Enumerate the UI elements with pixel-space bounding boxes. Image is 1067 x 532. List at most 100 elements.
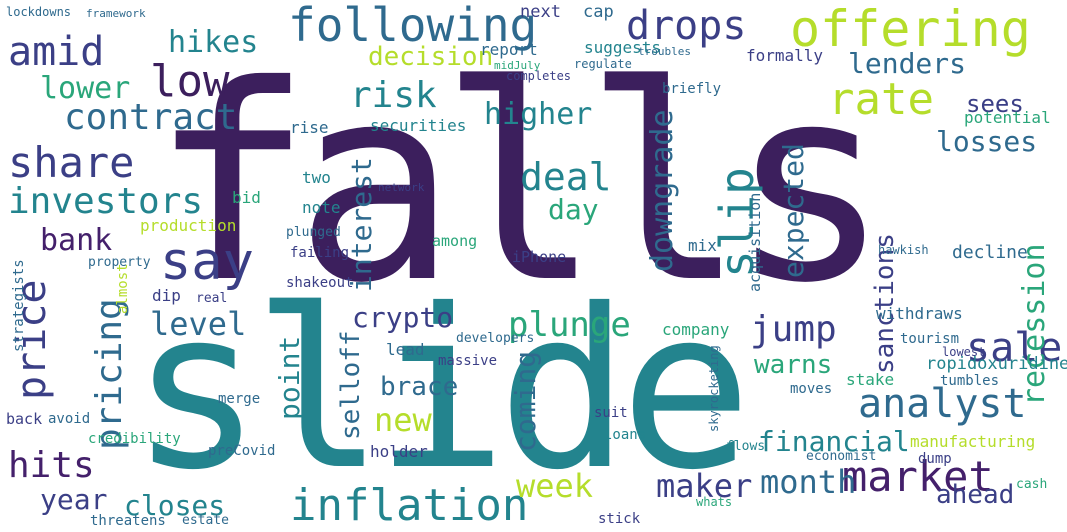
word-estate: estate bbox=[182, 513, 229, 528]
word-rate: rate bbox=[828, 74, 934, 125]
word-property: property bbox=[88, 255, 151, 270]
word-dip: dip bbox=[152, 286, 181, 305]
word-higher: higher bbox=[484, 97, 593, 132]
word-coming: coming bbox=[509, 350, 542, 452]
word-mix: mix bbox=[688, 236, 717, 255]
word-crypto: crypto bbox=[352, 301, 454, 334]
word-recession: recession bbox=[1017, 243, 1052, 406]
word-bank: bank bbox=[40, 223, 113, 258]
word-deal: deal bbox=[520, 155, 612, 199]
word-cash: cash bbox=[1016, 477, 1048, 492]
word-precovid: preCovid bbox=[208, 443, 276, 459]
word-tumbles: tumbles bbox=[940, 373, 1000, 389]
word-inflation: inflation bbox=[290, 480, 529, 531]
word-drops: drops bbox=[626, 3, 747, 49]
word-real: real bbox=[196, 291, 228, 306]
word-acquisition: acquisition bbox=[746, 192, 764, 292]
word-share: share bbox=[8, 138, 135, 187]
word-amid: amid bbox=[8, 29, 105, 75]
word-stick: stick bbox=[598, 511, 641, 527]
word-next: next bbox=[520, 2, 561, 22]
word-sees: sees bbox=[966, 90, 1024, 118]
word-new: new bbox=[374, 401, 432, 439]
word-following: following bbox=[288, 0, 538, 52]
word-hawkish: hawkish bbox=[878, 243, 929, 257]
word-among: among bbox=[432, 232, 478, 250]
word-plunged: plunged bbox=[286, 225, 341, 240]
word-production: production bbox=[140, 216, 237, 235]
word-brace: brace bbox=[380, 372, 459, 402]
word-financial: financial bbox=[758, 425, 910, 458]
word-day: day bbox=[548, 193, 599, 226]
word-two: two bbox=[302, 168, 331, 187]
word-suit: suit bbox=[594, 405, 628, 421]
word-almost: almost bbox=[115, 263, 131, 314]
word-level: level bbox=[150, 305, 247, 343]
word-market: market bbox=[842, 452, 994, 501]
word-credibility: credibility bbox=[88, 431, 181, 447]
word-economist: economist bbox=[806, 449, 877, 464]
word-massive: massive bbox=[438, 353, 498, 369]
word-flows: flows bbox=[726, 439, 766, 454]
word-contract: contract bbox=[64, 97, 238, 138]
word-stake: stake bbox=[846, 370, 895, 389]
word-analyst: analyst bbox=[858, 381, 1027, 427]
word-downgrade: downgrade bbox=[645, 109, 680, 272]
word-ahead: ahead bbox=[936, 480, 1015, 510]
word-midjuly: midJuly bbox=[494, 59, 541, 72]
word-dump: dump bbox=[918, 451, 952, 467]
word-report: report bbox=[480, 40, 538, 59]
word-avoid: avoid bbox=[48, 411, 91, 427]
word-plunge: plunge bbox=[508, 305, 631, 345]
word-closes: closes bbox=[124, 489, 226, 522]
word-developers: developers bbox=[456, 331, 535, 346]
word-lead: lead bbox=[386, 340, 425, 359]
word-hits: hits bbox=[8, 445, 95, 486]
word-lenders: lenders bbox=[848, 47, 967, 80]
word-back: back bbox=[6, 410, 43, 428]
word-selloff: selloff bbox=[336, 330, 366, 440]
word-lockdowns: lockdowns bbox=[6, 5, 72, 19]
word-securities: securities bbox=[370, 116, 467, 135]
word-withdraws: withdraws bbox=[876, 304, 963, 323]
word-cap: cap bbox=[583, 2, 614, 22]
word-completes: completes bbox=[506, 69, 572, 83]
word-ropidoxuridine: ropidoxuridine bbox=[926, 354, 1067, 374]
word-moves: moves bbox=[790, 381, 833, 397]
word-pricing: pricing bbox=[89, 298, 130, 450]
word-skyrocketing: skyrocketing bbox=[707, 345, 721, 432]
word-whats: whats bbox=[696, 495, 733, 509]
word-holder: holder bbox=[370, 442, 428, 461]
word-manufacturing: manufacturing bbox=[910, 432, 1036, 451]
word-slide: slide bbox=[130, 262, 752, 518]
word-interest: interest bbox=[345, 157, 378, 292]
word-framework: framework bbox=[86, 7, 146, 20]
word-offering: offering bbox=[790, 0, 1031, 58]
word-strategists: strategists bbox=[11, 259, 27, 352]
word-potential: potential bbox=[964, 108, 1051, 127]
word-risk: risk bbox=[350, 75, 437, 116]
word-falls: falls bbox=[150, 27, 891, 342]
word-regulate: regulate bbox=[574, 57, 632, 71]
word-shakeout: shakeout bbox=[286, 275, 354, 291]
word-loans: loans bbox=[604, 427, 647, 443]
word-company: company bbox=[662, 320, 730, 339]
word-decline: decline bbox=[952, 242, 1028, 263]
word-troubles: troubles bbox=[638, 45, 691, 58]
word-lowest: lowest bbox=[942, 345, 986, 359]
word-say: say bbox=[160, 232, 254, 292]
word-network: network bbox=[378, 181, 425, 194]
word-merge: merge bbox=[218, 391, 261, 407]
word-suggests: suggests bbox=[584, 38, 662, 57]
word-bid: bid bbox=[232, 188, 261, 207]
word-expected: expected bbox=[777, 143, 810, 278]
word-failing: failing bbox=[290, 245, 350, 261]
word-note: note bbox=[302, 198, 341, 217]
word-jump: jump bbox=[750, 309, 837, 350]
word-threatens: threatens bbox=[90, 513, 166, 529]
word-lower: lower bbox=[40, 71, 131, 106]
word-week: week bbox=[516, 467, 594, 505]
word-formally: formally bbox=[746, 46, 824, 65]
word-warns: warns bbox=[754, 350, 833, 380]
